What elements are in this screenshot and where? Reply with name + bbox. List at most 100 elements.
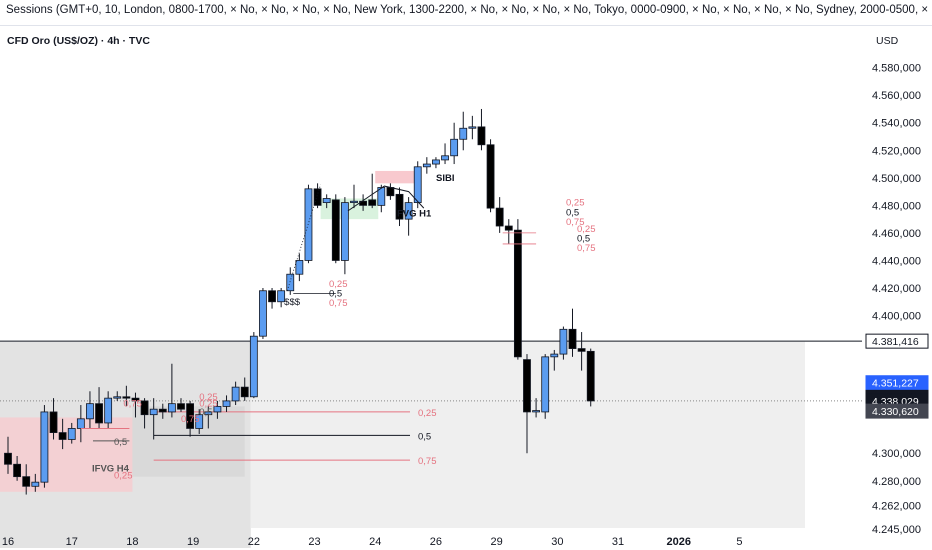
ifvg-label: IFVG H4 bbox=[92, 463, 130, 474]
candle-body-60 bbox=[550, 353, 559, 358]
main-level-label-2: 0,75 bbox=[418, 456, 437, 467]
candle-body-40 bbox=[368, 199, 377, 206]
candle-body-36 bbox=[331, 199, 340, 261]
y-tick-label-3: 4.520,000 bbox=[872, 145, 921, 157]
candle-body-13 bbox=[122, 396, 131, 399]
candle-body-35 bbox=[322, 198, 331, 204]
y-tick-label-7: 4.440,000 bbox=[872, 255, 921, 267]
candle-body-32 bbox=[295, 260, 304, 275]
y-tick-label-13: 4.262,000 bbox=[872, 501, 921, 513]
candle-body-12 bbox=[113, 396, 122, 399]
price-badge-label-1: 4.351,227 bbox=[872, 378, 919, 390]
candle-body-4 bbox=[40, 411, 49, 483]
currency-label[interactable]: USD bbox=[876, 35, 899, 47]
small-right-level-0: 0,25 bbox=[199, 399, 218, 410]
sibi-zone bbox=[375, 170, 415, 184]
price-badge-1 bbox=[865, 375, 929, 391]
candle-body-6 bbox=[58, 432, 67, 440]
candle-body-49 bbox=[450, 138, 459, 157]
candle-body-2 bbox=[22, 476, 31, 487]
lvl-b-2: 0,75 bbox=[566, 217, 585, 228]
candle-body-15 bbox=[140, 400, 149, 416]
y-tick-label-11: 4.300,000 bbox=[872, 448, 921, 460]
x-tick-label-1: 17 bbox=[66, 536, 78, 548]
candle-body-20 bbox=[186, 403, 195, 429]
candle-body-21 bbox=[195, 414, 204, 429]
x-tick-label-2: 18 bbox=[126, 536, 138, 548]
price-badges-layer: 4.381,4164.351,2274.340,5564.338,0294.33… bbox=[865, 333, 929, 419]
candle-body-23 bbox=[213, 406, 222, 413]
y-tick-label-8: 4.420,000 bbox=[872, 283, 921, 295]
candle-body-46 bbox=[422, 163, 431, 168]
candle-body-56 bbox=[513, 229, 522, 358]
candle-body-58 bbox=[532, 410, 540, 413]
ifvg-level-1: 0,5 bbox=[114, 437, 127, 448]
candle-body-34 bbox=[313, 188, 322, 206]
small-mid-level-0: 0,25 bbox=[199, 392, 218, 403]
ifvg-h4-zone bbox=[0, 417, 133, 492]
candle-body-31 bbox=[286, 273, 295, 292]
zones-layer bbox=[0, 170, 806, 548]
x-tick-label-4: 22 bbox=[248, 536, 260, 548]
candle-body-24 bbox=[222, 400, 231, 407]
candle-body-7 bbox=[67, 428, 76, 440]
x-tick-label-10: 31 bbox=[612, 536, 624, 548]
price-badge-label-0: 4.381,416 bbox=[872, 336, 919, 348]
lvl-c-2: 0,75 bbox=[577, 243, 596, 254]
y-tick-label-6: 4.460,000 bbox=[872, 228, 921, 240]
fvg-h1-label: FVG H1 bbox=[397, 209, 432, 220]
candle-body-17 bbox=[158, 408, 167, 413]
sessions-indicator-bar[interactable]: Sessions (GMT+0, 10, London, 0800-1700, … bbox=[0, 0, 932, 26]
lvl-a-1: 0,5 bbox=[329, 289, 342, 300]
lvl-b-0: 0,25 bbox=[566, 198, 585, 209]
x-tick-label-6: 24 bbox=[369, 536, 381, 548]
candle-body-44 bbox=[404, 202, 413, 220]
lvl-a-2: 0,75 bbox=[329, 298, 348, 309]
candle-body-22 bbox=[204, 411, 213, 416]
candle-body-26 bbox=[240, 386, 249, 398]
lvl-c-1: 0,5 bbox=[577, 233, 590, 244]
candle-body-0 bbox=[4, 452, 12, 465]
candle-body-45 bbox=[413, 166, 422, 204]
candle-body-19 bbox=[177, 403, 185, 410]
lvl-c-0: 0,25 bbox=[577, 224, 596, 235]
candle-body-3 bbox=[31, 481, 40, 487]
candle-body-54 bbox=[495, 207, 504, 227]
candle-body-29 bbox=[268, 290, 276, 303]
candle-body-63 bbox=[577, 348, 586, 352]
candle-body-37 bbox=[340, 202, 349, 261]
x-tick-label-12: 5 bbox=[736, 536, 742, 548]
candle-body-61 bbox=[559, 328, 568, 355]
candle-body-48 bbox=[441, 155, 449, 161]
candle-body-33 bbox=[304, 188, 313, 261]
price-badge-0 bbox=[865, 333, 929, 349]
candle-body-41 bbox=[377, 187, 386, 206]
x-tick-label-8: 29 bbox=[491, 536, 503, 548]
lvl-a-0: 0,25 bbox=[329, 279, 348, 290]
y-tick-label-0: 4.580,000 bbox=[872, 63, 921, 75]
ifvg-level-0: 0,25 bbox=[114, 470, 133, 481]
candle-body-52 bbox=[477, 126, 486, 146]
chart-title: CFD Oro (US$/OZ) · 4h · TVC bbox=[7, 35, 150, 47]
candle-body-27 bbox=[249, 335, 258, 398]
x-tick-label-0: 16 bbox=[2, 536, 14, 548]
small-right-level-1: 0,75 bbox=[181, 414, 200, 425]
x-tick-label-5: 23 bbox=[308, 536, 320, 548]
candle-body-55 bbox=[504, 225, 513, 231]
y-tick-label-12: 4.280,000 bbox=[872, 476, 921, 488]
x-tick-label-11: 2026 bbox=[666, 536, 690, 548]
main-level-label-0: 0,25 bbox=[418, 408, 437, 419]
small-left-level-0: 0,75 bbox=[123, 399, 142, 410]
price-badge-label-4: 4.330,620 bbox=[872, 406, 919, 418]
x-tick-label-7: 26 bbox=[430, 536, 442, 548]
candle-body-28 bbox=[259, 290, 267, 337]
axes-layer: 4.580,000 4.560,000 4.540,000 4.520,000 4.50… bbox=[2, 63, 921, 548]
candle-body-5 bbox=[49, 411, 58, 433]
candle-body-51 bbox=[468, 126, 477, 129]
lvl-b-1: 0,5 bbox=[566, 207, 579, 218]
candle-body-59 bbox=[541, 356, 550, 413]
candle-body-16 bbox=[149, 408, 158, 416]
candle-body-8 bbox=[76, 418, 85, 429]
